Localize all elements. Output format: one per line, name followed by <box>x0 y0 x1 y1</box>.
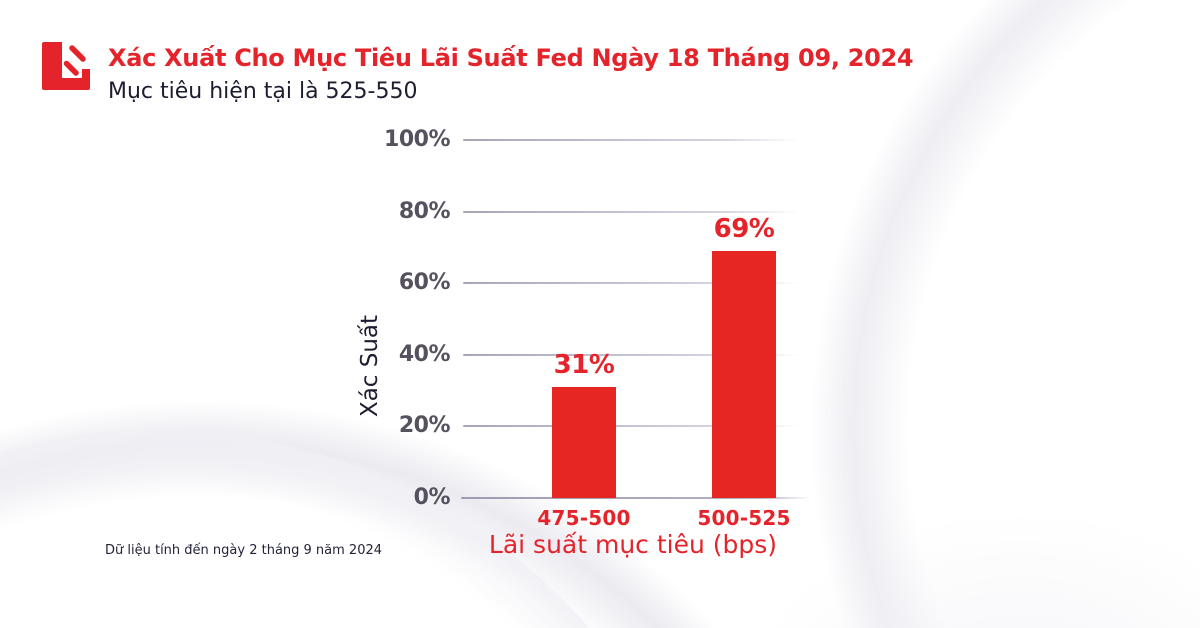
gridline-80 <box>463 210 799 213</box>
brand-logo-icon <box>42 42 90 90</box>
chart-subtitle: Mục tiêu hiện tại là 525-550 <box>108 79 418 104</box>
y-tick-label: 40% <box>398 341 451 367</box>
y-tick-label: 100% <box>384 127 450 152</box>
bar-value-label: 31% <box>553 350 615 380</box>
bar-475-500 <box>552 387 616 498</box>
data-as-of-footnote: Dữ liệu tính đến ngày 2 tháng 9 năm 2024 <box>105 543 383 558</box>
chart-title: Xác Xuất Cho Mục Tiêu Lãi Suất Fed Ngày … <box>108 44 914 72</box>
gridline-40 <box>463 353 799 356</box>
y-tick-label: 20% <box>398 413 451 439</box>
y-tick-label: 0% <box>413 485 451 510</box>
x-axis-line <box>461 496 811 499</box>
y-tick-label: 80% <box>398 198 451 224</box>
bar-chart-plot-area: 100% 80% 60% 40% 20% 0% 31% 69% 475-500 … <box>384 127 811 530</box>
bar-500-525 <box>712 251 776 498</box>
bar-column-500-525: 69% <box>712 214 776 498</box>
gridline-20 <box>463 425 799 428</box>
gridline-100 <box>463 139 799 141</box>
y-tick-label: 60% <box>398 270 451 296</box>
x-tick-label: 475-500 <box>537 506 631 530</box>
header-titles: Xác Xuất Cho Mục Tiêu Lãi Suất Fed Ngày … <box>108 43 914 106</box>
bar-value-label: 69% <box>713 214 775 244</box>
gridline-60 <box>463 282 799 285</box>
x-axis-title: Lãi suất mục tiêu (bps) <box>488 530 778 559</box>
bar-column-475-500: 31% <box>552 350 616 498</box>
x-tick-label: 500-525 <box>697 506 791 530</box>
